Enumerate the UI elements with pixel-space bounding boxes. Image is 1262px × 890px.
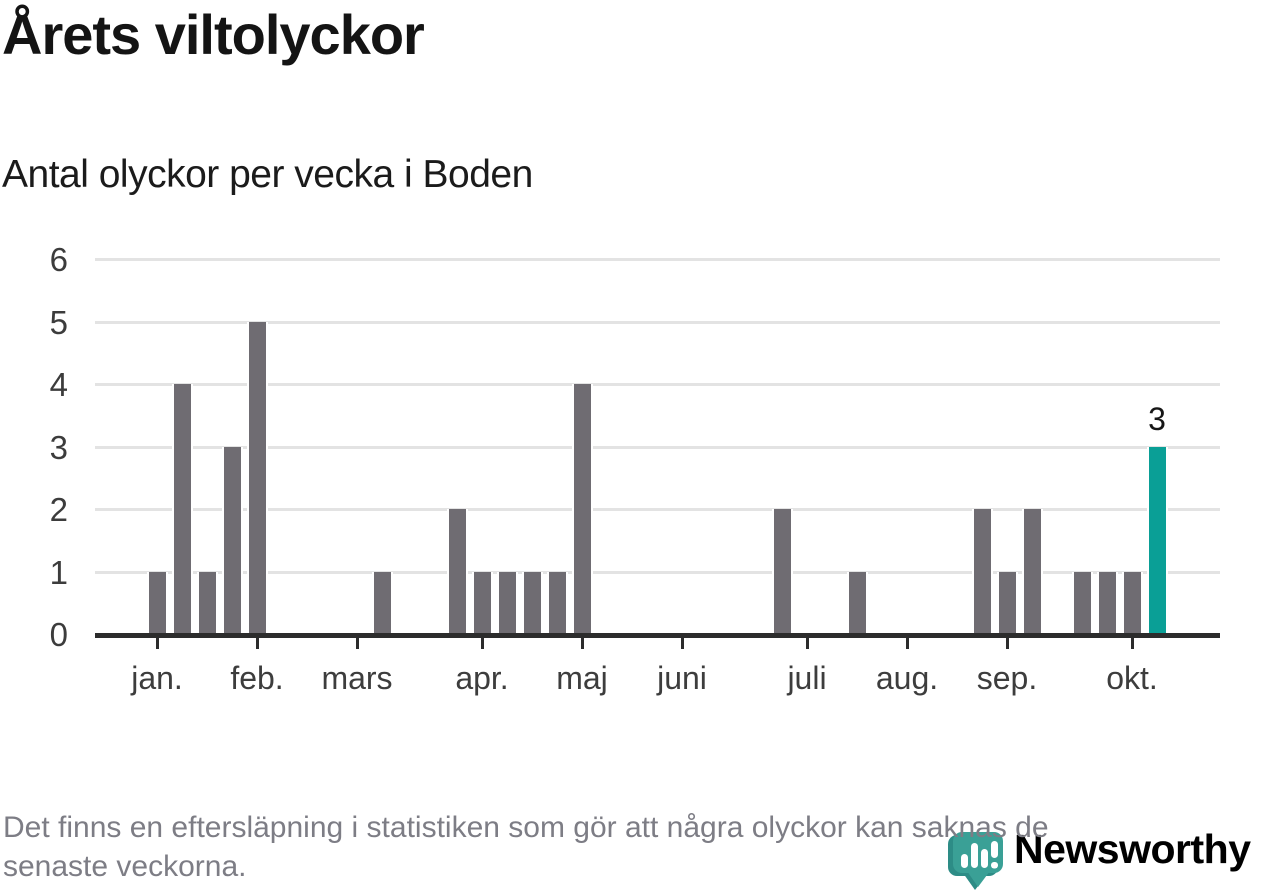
gridline [95, 320, 1220, 324]
bar [496, 571, 518, 634]
x-axis-month-label: aug. [875, 660, 939, 696]
bar [521, 571, 543, 634]
x-axis-month-label: okt. [1106, 660, 1158, 696]
x-axis-month-label: sep. [976, 660, 1038, 696]
bar [1121, 571, 1143, 634]
bar [246, 321, 268, 634]
bar [971, 509, 993, 634]
bar [1096, 571, 1118, 634]
x-axis-month-label: feb. [230, 660, 284, 696]
gridline [95, 258, 1220, 261]
bar [1071, 571, 1093, 634]
y-axis-tick-label: 3 [49, 428, 68, 466]
x-axis-month-label: juli [787, 660, 827, 696]
bar [371, 571, 393, 634]
bar [846, 571, 868, 634]
x-axis-month-label: maj [556, 660, 608, 696]
footer-note-line2: senaste veckorna. [3, 850, 247, 883]
x-axis-tick [1005, 638, 1009, 649]
x-axis-month-label: mars [321, 660, 393, 696]
x-axis-month-label: jan. [131, 660, 183, 696]
x-axis-tick [580, 638, 584, 649]
y-axis-tick-label: 2 [49, 491, 68, 528]
footer-note-line1: Det finns en eftersläpning i statistiken… [3, 811, 1049, 844]
x-axis-month-label: juni [657, 660, 707, 696]
bar [471, 571, 493, 634]
x-axis-tick [155, 638, 159, 649]
gridline [95, 383, 1220, 386]
bar [171, 384, 193, 634]
chart-subtitle: Antal olyckor per vecka i Boden [2, 153, 533, 196]
x-axis-tick [905, 638, 909, 649]
x-axis-tick [1130, 638, 1134, 649]
x-axis-tick [805, 638, 809, 649]
bar [446, 509, 468, 634]
footer-note: Det finns en eftersläpning i statistiken… [3, 808, 1049, 886]
x-axis-line [95, 633, 1220, 638]
y-axis-tick-label: 0 [49, 616, 68, 653]
y-axis-tick-label: 4 [49, 366, 68, 403]
bar [221, 446, 243, 634]
bar [996, 571, 1018, 634]
gridline [95, 445, 1220, 449]
x-axis-month-label: apr. [455, 660, 509, 696]
newsworthy-logo: Newsworthy [948, 824, 1262, 890]
bar [146, 571, 168, 634]
x-axis-tick [480, 638, 484, 649]
x-axis-tick [355, 638, 359, 649]
gridline [95, 570, 1220, 574]
bar [546, 571, 568, 634]
bar [771, 509, 793, 634]
y-axis-tick-label: 6 [49, 241, 68, 278]
gridline [95, 508, 1220, 511]
bar-value-label: 3 [1148, 400, 1166, 437]
bar [571, 384, 593, 634]
highlight-bar [1146, 446, 1168, 634]
bar [1021, 509, 1043, 634]
x-axis-tick [255, 638, 259, 649]
x-axis-tick [680, 638, 684, 649]
newsworthy-speech-bubble-chart-icon [948, 832, 1003, 890]
y-axis-tick-label: 5 [49, 303, 68, 341]
y-axis-tick-label: 1 [49, 553, 68, 591]
bar [196, 571, 218, 634]
page-title: Årets viltolyckor [2, 3, 425, 66]
newsworthy-logo-text: Newsworthy [1014, 826, 1251, 872]
